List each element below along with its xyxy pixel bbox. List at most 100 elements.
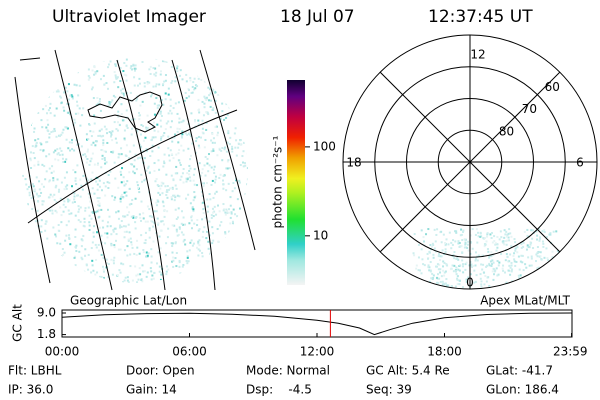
pixel <box>136 181 139 184</box>
pixel <box>536 246 539 249</box>
pixel <box>98 202 101 205</box>
pixel <box>523 285 526 288</box>
pixel <box>469 234 472 237</box>
pixel <box>102 139 105 142</box>
pixel <box>491 241 494 244</box>
polar-ring <box>437 129 503 195</box>
pixel <box>95 246 98 249</box>
pixel <box>94 70 97 73</box>
pixel <box>142 217 145 220</box>
pixel <box>174 196 177 199</box>
pixel <box>483 242 486 245</box>
pixel <box>415 267 418 270</box>
pixel <box>73 63 76 66</box>
pixel <box>42 71 45 74</box>
pixel <box>437 286 440 289</box>
pixel <box>108 100 111 103</box>
pixel <box>431 242 434 245</box>
pixel <box>90 271 93 274</box>
pixel <box>210 139 213 142</box>
pixel <box>179 69 182 72</box>
pixel <box>67 103 70 106</box>
pixel <box>186 262 189 265</box>
pixel <box>519 260 522 263</box>
pixel <box>524 263 527 266</box>
pixel <box>91 86 94 89</box>
pixel <box>99 103 102 106</box>
polar-ring <box>342 34 598 290</box>
pixel <box>46 119 49 122</box>
pixel <box>237 146 240 149</box>
pixel <box>168 159 171 162</box>
pixel <box>66 63 69 66</box>
pixel <box>169 104 172 107</box>
pixel <box>507 269 510 272</box>
pixel <box>38 277 41 280</box>
pixel <box>189 179 192 182</box>
pixel <box>121 87 124 90</box>
pixel <box>227 69 230 72</box>
pixel <box>231 150 234 153</box>
pixel <box>189 202 192 205</box>
pixel <box>238 207 241 210</box>
pixel <box>113 244 116 247</box>
pixel <box>232 259 235 262</box>
pixel <box>27 65 30 68</box>
pixel <box>508 228 511 231</box>
pixel <box>204 216 207 219</box>
pixel <box>24 209 27 212</box>
pixel <box>66 184 69 187</box>
pixel <box>53 193 56 196</box>
pixel <box>502 241 505 244</box>
pixel <box>178 148 181 151</box>
pixel <box>50 64 53 67</box>
pixel <box>80 245 83 248</box>
pixel <box>93 66 96 69</box>
pixel <box>184 223 187 226</box>
pixel <box>435 276 438 279</box>
pixel <box>224 232 227 235</box>
pixel <box>41 126 44 129</box>
pixel <box>220 221 223 224</box>
pixel <box>60 133 63 136</box>
pixel <box>57 89 60 92</box>
pixel <box>84 155 87 158</box>
pixel <box>516 246 519 249</box>
pixel <box>210 61 213 64</box>
pixel <box>510 264 513 267</box>
pixel <box>191 142 194 145</box>
pixel <box>64 275 67 278</box>
pixel <box>80 256 83 259</box>
pixel <box>48 84 51 87</box>
pixel <box>244 89 247 92</box>
pixel <box>474 280 477 283</box>
pixel <box>139 216 142 219</box>
pixel <box>57 152 60 155</box>
pixel <box>463 246 466 249</box>
pixel <box>97 209 100 212</box>
pixel <box>188 131 191 134</box>
pixel <box>231 281 234 283</box>
pixel <box>48 167 51 170</box>
pixel <box>40 143 43 146</box>
pixel <box>110 133 113 136</box>
pixel <box>90 143 93 146</box>
pixel <box>209 198 212 201</box>
pixel <box>29 96 32 99</box>
pixel <box>121 167 124 170</box>
pixel <box>115 211 118 214</box>
pixel <box>71 148 74 151</box>
pixel <box>233 57 236 60</box>
pixel <box>440 230 443 233</box>
pixel <box>430 277 433 280</box>
pixel <box>197 98 200 101</box>
pixel <box>123 215 126 218</box>
pixel <box>53 130 56 133</box>
pixel <box>180 144 183 147</box>
pixel <box>213 165 216 168</box>
pixel <box>55 107 58 110</box>
pixel <box>440 275 443 278</box>
pixel <box>24 132 27 135</box>
pixel <box>37 102 40 105</box>
pixel <box>207 170 210 173</box>
